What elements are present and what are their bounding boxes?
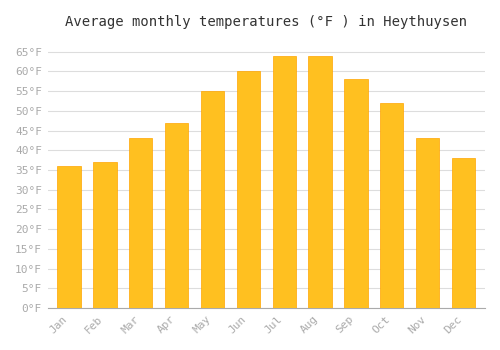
Bar [344,79,368,308]
Bar [416,139,440,308]
Title: Average monthly temperatures (°F ) in Heythuysen: Average monthly temperatures (°F ) in He… [66,15,468,29]
Bar [380,103,404,308]
Bar [201,91,224,308]
Bar [58,166,80,308]
Bar [165,123,188,308]
Bar [308,56,332,308]
Bar [129,139,152,308]
Bar [94,162,116,308]
Bar [452,158,475,308]
Bar [236,71,260,308]
Bar [272,56,296,308]
